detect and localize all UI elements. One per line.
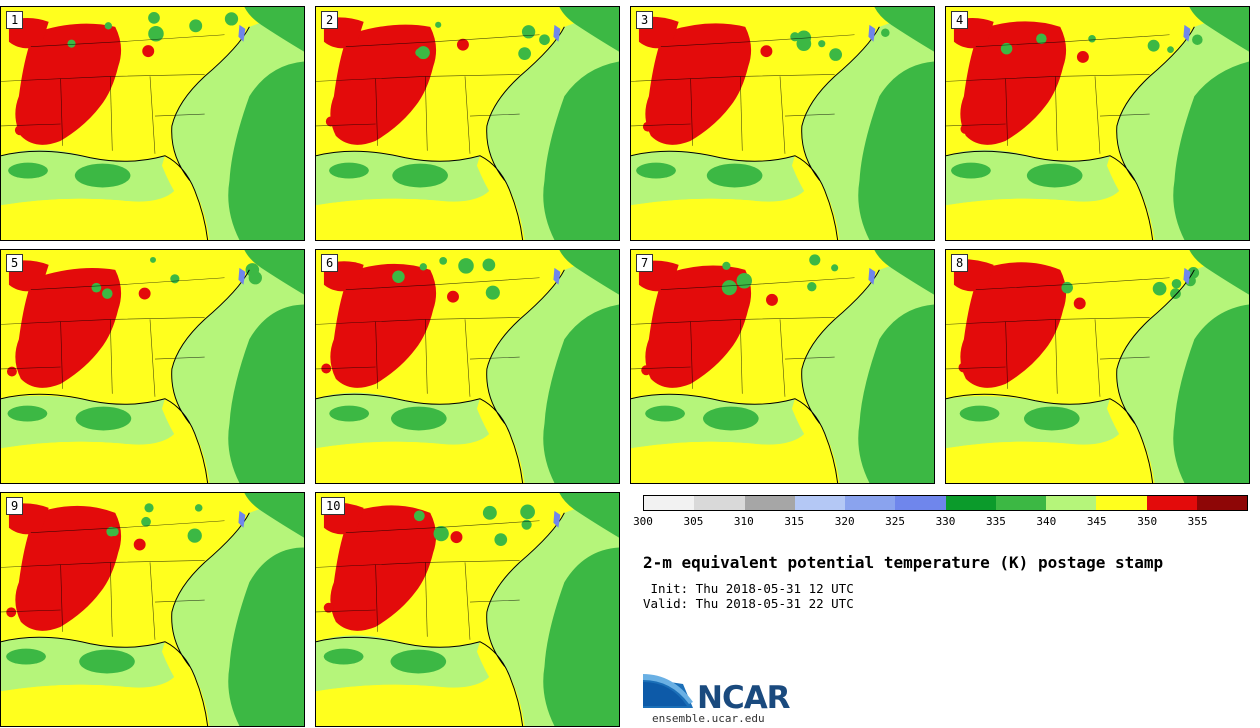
colorbar-tick-label: 305 bbox=[683, 515, 704, 528]
colorbar-tick-labels: 300 305 310 315 320 325 330 335 340 345 350 355 bbox=[633, 515, 1248, 529]
colorbar-segment bbox=[644, 496, 695, 510]
member-panel-2: 2 bbox=[315, 6, 620, 241]
member-panel-6: 6 bbox=[315, 249, 620, 484]
colorbar-tick-label: 330 bbox=[935, 515, 956, 528]
ncar-logo-text: NCAR bbox=[697, 680, 791, 716]
member-label: 5 bbox=[6, 254, 24, 272]
ncar-logo-icon bbox=[643, 674, 693, 708]
valid-time: Valid: Thu 2018-05-31 22 UTC bbox=[643, 596, 854, 611]
member-label: 2 bbox=[321, 11, 339, 29]
colorbar-segment bbox=[895, 496, 946, 510]
colorbar-segment bbox=[1046, 496, 1097, 510]
member-label: 1 bbox=[6, 11, 24, 29]
colorbar-tick-label: 355 bbox=[1187, 515, 1208, 528]
colorbar-tick-label: 315 bbox=[784, 515, 805, 528]
colorbar-tick-label: 345 bbox=[1086, 515, 1107, 528]
member-panel-1: 1 bbox=[0, 6, 305, 241]
colorbar-segment bbox=[744, 496, 795, 510]
chart-title: 2-m equivalent potential temperature (K)… bbox=[643, 553, 1164, 572]
colorbar-tick-label: 300 bbox=[633, 515, 653, 528]
member-panel-3: 3 bbox=[630, 6, 935, 241]
member-panel-5: 5 bbox=[0, 249, 305, 484]
colorbar-tick-label: 350 bbox=[1137, 515, 1158, 528]
member-label: 8 bbox=[951, 254, 969, 272]
colorbar-segment bbox=[995, 496, 1046, 510]
colorbar-segment bbox=[945, 496, 996, 510]
member-label: 4 bbox=[951, 11, 969, 29]
colorbar-tick-label: 335 bbox=[985, 515, 1006, 528]
colorbar-segment bbox=[1096, 496, 1147, 510]
member-panel-7: 7 bbox=[630, 249, 935, 484]
member-label: 3 bbox=[636, 11, 654, 29]
colorbar-tick-label: 310 bbox=[733, 515, 754, 528]
member-panel-9: 9 bbox=[0, 492, 305, 727]
ensemble-url: ensemble.ucar.edu bbox=[652, 712, 765, 725]
init-time: Init: Thu 2018-05-31 12 UTC bbox=[643, 581, 854, 596]
colorbar-segment bbox=[845, 496, 896, 510]
member-panel-4: 4 bbox=[945, 6, 1250, 241]
colorbar-tick-label: 340 bbox=[1036, 515, 1057, 528]
member-label: 6 bbox=[321, 254, 339, 272]
member-label: 10 bbox=[321, 497, 346, 515]
member-label: 7 bbox=[636, 254, 654, 272]
colorbar-segment bbox=[1146, 496, 1197, 510]
colorbar-segment bbox=[794, 496, 845, 510]
colorbar bbox=[643, 495, 1248, 511]
member-label: 9 bbox=[6, 497, 24, 515]
member-panel-8: 8 bbox=[945, 249, 1250, 484]
colorbar-tick-label: 320 bbox=[834, 515, 855, 528]
colorbar-tick-label: 325 bbox=[885, 515, 906, 528]
colorbar-segment bbox=[694, 496, 745, 510]
colorbar-segment bbox=[1196, 496, 1247, 510]
member-panel-10: 10 bbox=[315, 492, 620, 727]
